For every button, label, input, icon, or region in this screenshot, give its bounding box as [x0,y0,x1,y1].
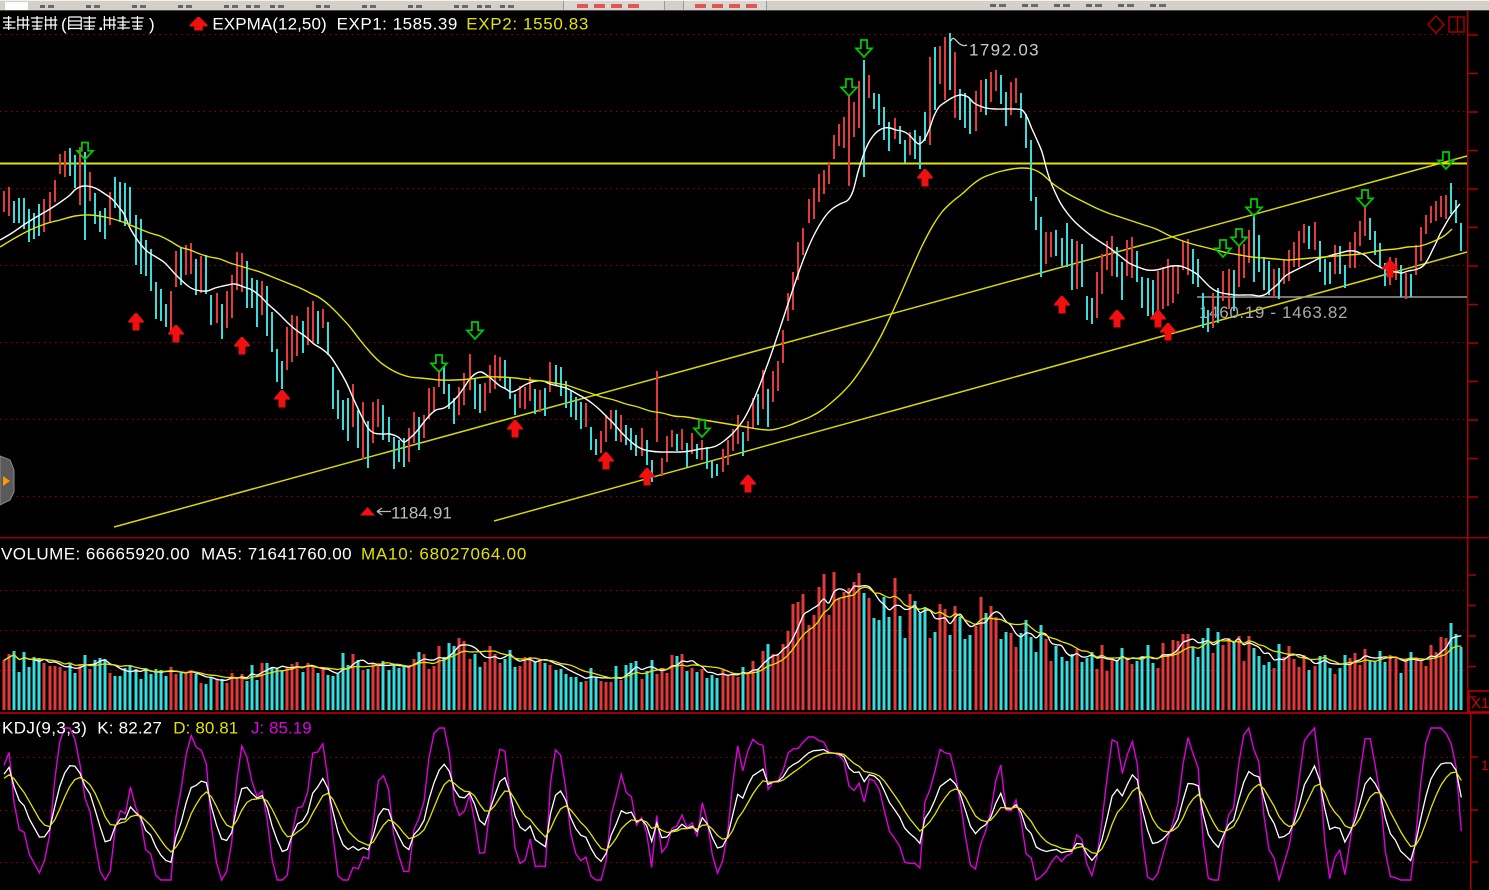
svg-text:1184.91: 1184.91 [391,504,452,523]
svg-text:KDJ(9,3,3): KDJ(9,3,3) [2,719,87,738]
svg-text:D: 80.81: D: 80.81 [173,719,238,738]
svg-text:EXPMA(12,50): EXPMA(12,50) [212,15,326,34]
svg-text:1460.19 - 1463.82: 1460.19 - 1463.82 [1199,303,1348,322]
svg-text:EXP1: 1585.39: EXP1: 1585.39 [337,15,458,34]
svg-text:EXP2: 1550.83: EXP2: 1550.83 [466,15,589,34]
svg-text:VOLUME: 66665920.00: VOLUME: 66665920.00 [1,545,190,564]
svg-text:1792.03: 1792.03 [969,41,1040,60]
svg-text:X1: X1 [1471,695,1489,712]
svg-text:1: 1 [1481,757,1489,773]
svg-text:J: 85.19: J: 85.19 [251,719,312,738]
svg-text:MA10: 68027064.00: MA10: 68027064.00 [361,545,527,564]
svg-text:K: 82.27: K: 82.27 [97,719,162,738]
svg-text:(: ( [61,15,67,34]
svg-text:): ) [149,15,155,34]
svg-text:MA5: 71641760.00: MA5: 71641760.00 [201,545,352,564]
